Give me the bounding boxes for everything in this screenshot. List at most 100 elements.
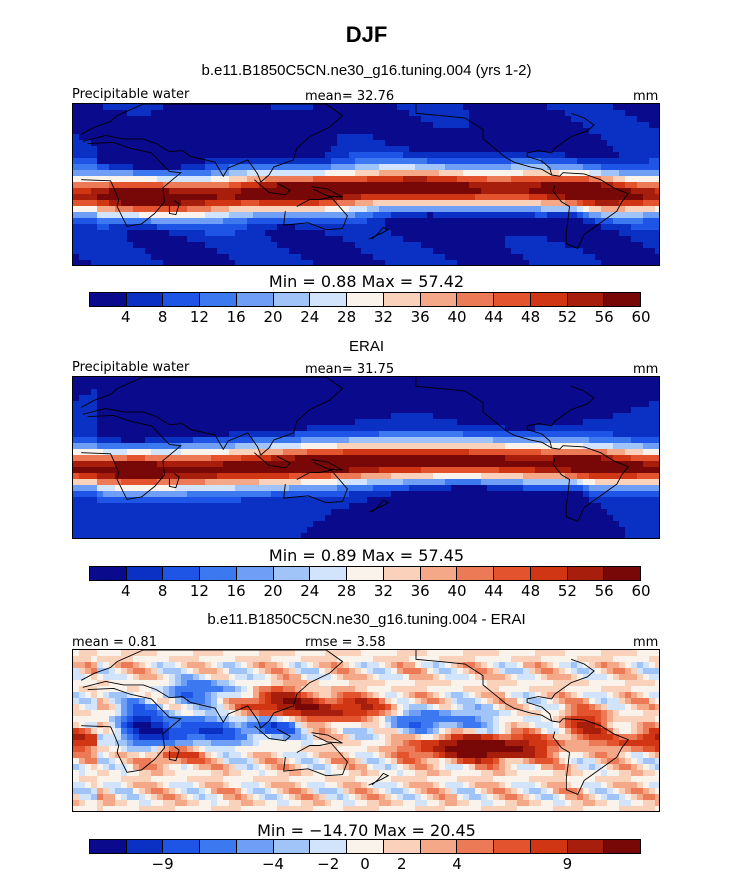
colorbar-swatch xyxy=(383,840,421,853)
colorbar-tick-label: 8 xyxy=(157,582,168,600)
colorbar-swatch xyxy=(420,567,458,580)
colorbar-swatch xyxy=(494,840,531,853)
colorbar-tick-label: 24 xyxy=(300,582,320,600)
colorbar-tick-label: 20 xyxy=(263,582,283,600)
colorbar-tick-label: 48 xyxy=(521,582,541,600)
colorbar-swatch xyxy=(236,840,274,853)
colorbar-swatch xyxy=(347,567,384,580)
colorbar-tick-label: 16 xyxy=(226,308,246,326)
colorbar-tick-label: 32 xyxy=(373,582,393,600)
coastline xyxy=(415,104,552,176)
coastline xyxy=(551,718,630,795)
colorbar-tick-label: 28 xyxy=(337,308,357,326)
colorbar-swatch xyxy=(310,840,348,853)
panel2-units-label: mm xyxy=(633,362,659,377)
panel3-title: b.e11.B1850C5CN.ne30_g16.tuning.004 - ER… xyxy=(207,611,526,628)
colorbar-tick-label: 8 xyxy=(157,308,168,326)
colorbar-swatch xyxy=(90,840,127,853)
colorbar-swatch xyxy=(457,840,495,853)
panel3-colorbar xyxy=(89,839,641,854)
colorbar-swatch xyxy=(90,567,127,580)
colorbar-swatch xyxy=(126,567,164,580)
colorbar-tick-label: −9 xyxy=(151,855,174,873)
panel3-min-max: Min = −14.70 Max = 20.45 xyxy=(257,821,476,840)
colorbar-tick-label: 40 xyxy=(447,308,467,326)
page-title: DJF xyxy=(345,22,388,47)
coastline xyxy=(311,732,343,744)
panel1-title: b.e11.B1850C5CN.ne30_g16.tuning.004 (yrs… xyxy=(201,62,532,79)
coastline xyxy=(551,172,630,249)
panel1-mean-label: mean= 32.76 xyxy=(305,89,395,104)
colorbar-swatch xyxy=(604,293,641,306)
colorbar-tick-label: 12 xyxy=(189,308,209,326)
coastline xyxy=(283,742,348,777)
coastline xyxy=(168,200,180,216)
colorbar-swatch xyxy=(494,567,531,580)
panel1-variable-label: Precipitable water xyxy=(72,87,190,102)
colorbar-tick-label: 60 xyxy=(631,582,651,600)
colorbar-swatch xyxy=(310,567,348,580)
coastline xyxy=(551,445,630,522)
colorbar-swatch xyxy=(567,567,605,580)
panel1-colorbar xyxy=(89,292,641,307)
colorbar-swatch xyxy=(163,567,201,580)
colorbar-tick-label: 28 xyxy=(337,582,357,600)
colorbar-swatch xyxy=(126,293,164,306)
map-field xyxy=(73,377,659,538)
coastline xyxy=(168,473,180,489)
colorbar-tick-label: 12 xyxy=(189,582,209,600)
coastline xyxy=(526,658,595,722)
coastline xyxy=(311,459,343,471)
colorbar-tick-label: 20 xyxy=(263,308,283,326)
colorbar-tick-label: 52 xyxy=(557,308,577,326)
panel2-title: ERAI xyxy=(348,338,384,355)
colorbar-tick-label: 32 xyxy=(373,308,393,326)
colorbar-swatch xyxy=(604,840,641,853)
colorbar-tick-label: 0 xyxy=(360,855,370,873)
colorbar-tick-label: 4 xyxy=(452,855,462,873)
colorbar-tick-label: 16 xyxy=(226,582,246,600)
colorbar-swatch xyxy=(273,293,311,306)
colorbar-tick-label: 44 xyxy=(484,582,504,600)
coastline xyxy=(254,725,291,742)
panel3-units-label: mm xyxy=(633,635,659,650)
colorbar-swatch xyxy=(236,293,274,306)
colorbar-swatch xyxy=(273,840,311,853)
colorbar-swatch xyxy=(347,840,384,853)
coastline xyxy=(254,452,291,469)
colorbar-swatch xyxy=(200,840,237,853)
colorbar-swatch xyxy=(457,567,495,580)
panel3-rmse-label: rmse = 3.58 xyxy=(305,635,386,650)
map-field xyxy=(73,650,659,811)
colorbar-swatch xyxy=(530,567,568,580)
colorbar-tick-label: 9 xyxy=(562,855,573,873)
colorbar-swatch xyxy=(567,293,605,306)
panel2-min-max: Min = 0.89 Max = 57.45 xyxy=(268,546,465,565)
coastline xyxy=(415,650,552,722)
colorbar-tick-label: 60 xyxy=(631,308,651,326)
colorbar-tick-label: 52 xyxy=(557,582,577,600)
panel2-colorbar xyxy=(89,566,641,581)
colorbar-tick-label: 56 xyxy=(594,582,614,600)
panel2-variable-label: Precipitable water xyxy=(72,360,190,375)
coastline xyxy=(283,469,348,504)
colorbar-swatch xyxy=(604,567,641,580)
map-field xyxy=(73,104,659,265)
colorbar-tick-label: 48 xyxy=(521,308,541,326)
coastline xyxy=(526,112,595,176)
panel1-min-max: Min = 0.88 Max = 57.42 xyxy=(268,272,465,291)
colorbar-tick-label: 56 xyxy=(594,308,614,326)
colorbar-tick-label: 40 xyxy=(447,582,467,600)
colorbar-swatch xyxy=(310,293,348,306)
colorbar-swatch xyxy=(273,567,311,580)
panel1-units-label: mm xyxy=(633,89,659,104)
coastline xyxy=(80,377,344,456)
colorbar-swatch xyxy=(383,293,421,306)
panel2-mean-label: mean= 31.75 xyxy=(305,362,395,377)
colorbar-swatch xyxy=(383,567,421,580)
colorbar-tick-label: −4 xyxy=(261,855,285,873)
colorbar-tick-label: 44 xyxy=(484,308,504,326)
coastline xyxy=(526,385,595,449)
coastline xyxy=(415,377,552,449)
colorbar-tick-label: −2 xyxy=(317,855,340,873)
